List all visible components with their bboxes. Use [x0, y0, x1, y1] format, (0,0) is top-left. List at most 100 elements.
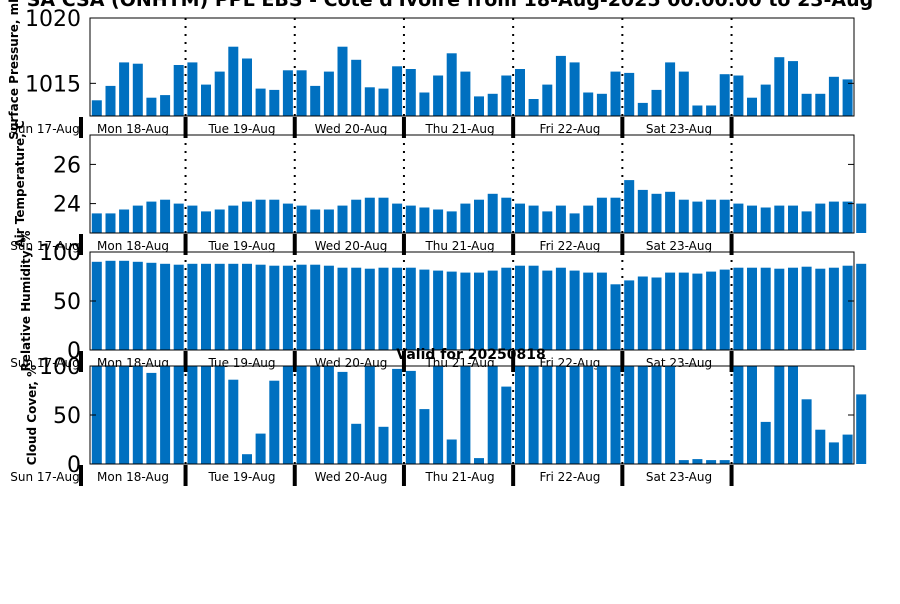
bar [760, 207, 771, 233]
bar [337, 267, 348, 350]
bar [760, 84, 771, 116]
bar [637, 276, 648, 350]
bar [719, 460, 730, 464]
bar [364, 268, 375, 350]
bar [692, 273, 703, 350]
bar [515, 69, 525, 116]
bar [542, 366, 553, 464]
bar [269, 199, 280, 233]
bar [392, 267, 403, 350]
y-tick-label: 0 [67, 453, 81, 478]
bar [774, 366, 785, 464]
bar [160, 199, 171, 233]
bar [788, 366, 798, 464]
bar [160, 366, 171, 464]
bar [747, 366, 757, 464]
bar [678, 71, 689, 116]
day-label: Mon 18-Aug [97, 122, 169, 136]
bar [351, 423, 362, 464]
bar [678, 199, 689, 233]
bar [460, 71, 471, 116]
bar [665, 272, 676, 350]
plot-frame [89, 17, 855, 117]
day-label: Thu 21-Aug [424, 239, 494, 253]
bar [692, 201, 703, 233]
bar [651, 366, 662, 464]
bar [433, 366, 444, 464]
bar [555, 267, 566, 350]
bar [528, 366, 539, 464]
bar [801, 399, 812, 464]
day-label: Fri 22-Aug [540, 122, 601, 136]
bar [214, 263, 225, 350]
bar [323, 71, 334, 116]
bar [228, 263, 239, 350]
bar [610, 71, 621, 116]
bar [351, 199, 362, 233]
bar [351, 59, 362, 116]
bar [788, 61, 798, 116]
bar [501, 386, 512, 464]
y-tick-label: 26 [53, 153, 81, 178]
bar [337, 371, 348, 464]
y-tick-label: 0 [67, 339, 81, 364]
day-label: Tue 19-Aug [207, 239, 275, 253]
bar [801, 93, 812, 116]
bar [405, 69, 416, 116]
bar [132, 261, 143, 350]
day-label: Sat 23-Aug [646, 239, 712, 253]
bar [801, 266, 812, 350]
bar [624, 72, 635, 116]
bar [788, 205, 798, 233]
day-label: Thu 21-Aug [424, 470, 494, 484]
bar [678, 272, 689, 350]
bar [228, 205, 239, 233]
bar [583, 366, 594, 464]
bar [774, 268, 785, 350]
bar [378, 197, 389, 233]
day-label: Tue 19-Aug [207, 470, 275, 484]
bar [719, 199, 730, 233]
bar [228, 46, 239, 117]
bar [706, 199, 717, 233]
day-label: Mon 18-Aug [97, 239, 169, 253]
bar [515, 366, 525, 464]
bar [706, 105, 717, 116]
day-label: Wed 20-Aug [315, 470, 388, 484]
bar [501, 197, 512, 233]
bar [105, 366, 116, 464]
bar [282, 366, 293, 464]
bar [719, 74, 730, 116]
bar [555, 366, 566, 464]
bar [651, 193, 662, 233]
bar [419, 207, 430, 233]
bar [651, 277, 662, 350]
bar [296, 70, 307, 116]
bar [255, 199, 266, 233]
bar [528, 265, 539, 350]
bar [760, 267, 771, 350]
bar [282, 70, 293, 116]
bar [323, 209, 334, 233]
bar [187, 205, 198, 233]
bar [515, 265, 525, 350]
bar [433, 270, 444, 350]
bar [637, 102, 648, 116]
y-axis-label: Relative Humidity, % [19, 231, 33, 372]
bar [105, 213, 116, 233]
bar [378, 267, 389, 350]
day-label: Thu 21-Aug [424, 122, 494, 136]
bar [351, 267, 362, 350]
bar [624, 366, 635, 464]
bar [706, 271, 717, 350]
bar [419, 409, 430, 464]
bar [706, 460, 717, 464]
bar [187, 62, 198, 116]
bar [378, 426, 389, 464]
bar [487, 270, 498, 350]
bar [337, 205, 348, 233]
bar [364, 366, 375, 464]
bar [596, 272, 607, 350]
